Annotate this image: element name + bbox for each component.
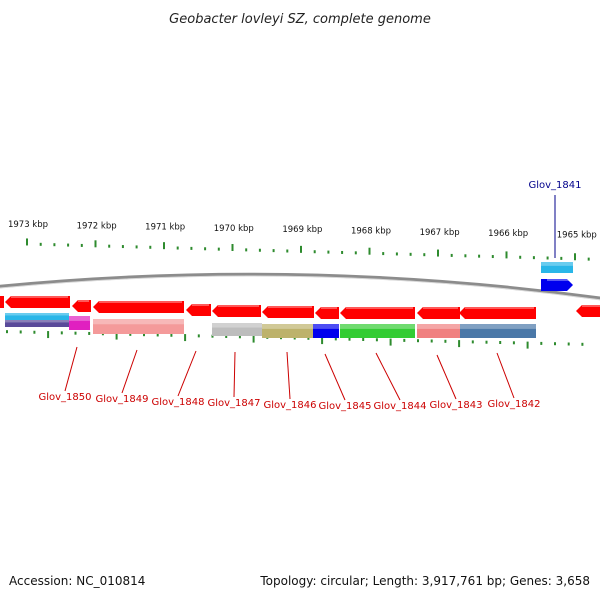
gene-arrow[interactable] [262, 306, 314, 318]
label-leader-line [375, 352, 401, 401]
kbp-tick-label: 1965 kbp [557, 230, 597, 240]
backbone-highlight [0, 275, 600, 301]
label-leader-line [496, 352, 515, 399]
gene-arrow[interactable] [5, 296, 70, 308]
gene-arrow-edge[interactable] [0, 296, 4, 308]
lower-tick-track [6, 330, 584, 349]
annotation-bar [541, 262, 573, 273]
annotation-bar-shine [313, 324, 339, 329]
gene-arrow[interactable] [186, 304, 211, 316]
annotation-bar [5, 313, 69, 320]
gene-label[interactable]: Glov_1842 [487, 399, 540, 410]
gene-arrow[interactable] [340, 307, 415, 319]
annotation-track [5, 262, 573, 338]
gene-label[interactable]: Glov_1846 [263, 400, 316, 411]
label-leader-line [64, 346, 78, 392]
annotation-bar [313, 324, 339, 338]
annotation-bar [262, 324, 313, 338]
upper-tick-track [26, 238, 590, 261]
backbone-outer [0, 272, 600, 301]
label-leader-line [324, 353, 346, 401]
annotation-bar-shine [5, 320, 69, 323]
kbp-tick-label: 1969 kbp [282, 225, 322, 235]
annotation-bar-shine [541, 262, 573, 266]
kbp-tick-label: 1972 kbp [77, 221, 117, 231]
label-leader-line [436, 354, 457, 400]
gene-label[interactable]: Glov_1850 [38, 392, 91, 403]
gene-arrow[interactable] [541, 279, 573, 291]
gene-arrow[interactable] [315, 307, 339, 319]
gene-label[interactable]: Glov_1848 [151, 397, 204, 408]
kbp-tick-label: 1970 kbp [214, 224, 254, 234]
gene-arrow[interactable] [459, 307, 536, 319]
annotation-bar [212, 323, 262, 336]
label-leader-line [286, 351, 291, 400]
gene-label[interactable]: Glov_1845 [318, 401, 371, 412]
annotation-bar [93, 319, 184, 334]
gene-label[interactable]: Glov_1849 [95, 394, 148, 405]
gene-arrow[interactable] [212, 305, 261, 317]
map-title: Geobacter lovleyi SZ, complete genome [169, 12, 431, 27]
gene-track [0, 279, 600, 319]
label-leader-line [233, 351, 236, 398]
annotation-bar-shine [459, 324, 536, 329]
annotation-bar [340, 324, 415, 338]
gene-label[interactable]: Glov_1847 [207, 398, 260, 409]
label-leader-line [177, 350, 197, 397]
gene-arrow[interactable] [93, 301, 184, 313]
annotation-bar-shine [340, 324, 415, 329]
topology-summary: Topology: circular; Length: 3,917,761 bp… [260, 574, 590, 588]
annotation-bar [417, 324, 460, 338]
gene-label[interactable]: Glov_1843 [429, 400, 482, 411]
genome-backbone [0, 272, 600, 301]
annotation-bar [69, 316, 90, 330]
gene-arrow[interactable] [417, 307, 460, 319]
annotation-bar-shine [417, 324, 460, 329]
annotation-bar [459, 324, 536, 338]
kbp-tick-label: 1968 kbp [351, 227, 391, 237]
kbp-tick-label: 1971 kbp [145, 223, 185, 233]
label-leader-line [121, 349, 138, 394]
kbp-tick-label: 1967 kbp [420, 228, 460, 238]
annotation-bar-shine [5, 313, 69, 316]
kbp-tick-labels: 1973 kbp 1972 kbp 1971 kbp 1970 kbp 1969 kbp… [8, 220, 597, 240]
annotation-bar [5, 320, 69, 327]
gene-label[interactable]: Glov_1844 [373, 401, 426, 412]
annotation-bar-shine [262, 324, 313, 329]
gene-arrow[interactable] [72, 300, 91, 312]
annotation-bar-shine [212, 323, 262, 328]
accession-text: Accession: NC_010814 [9, 574, 146, 588]
kbp-tick-label: 1966 kbp [488, 229, 528, 239]
kbp-tick-label: 1973 kbp [8, 220, 48, 230]
gene-label[interactable]: Glov_1841 [528, 180, 581, 191]
annotation-bar-shine [69, 316, 90, 321]
gene-arrow[interactable] [576, 305, 600, 317]
gene-labels: Glov_1841Glov_1842Glov_1843Glov_1844Glov… [38, 180, 581, 412]
annotation-bar-shine [93, 319, 184, 325]
